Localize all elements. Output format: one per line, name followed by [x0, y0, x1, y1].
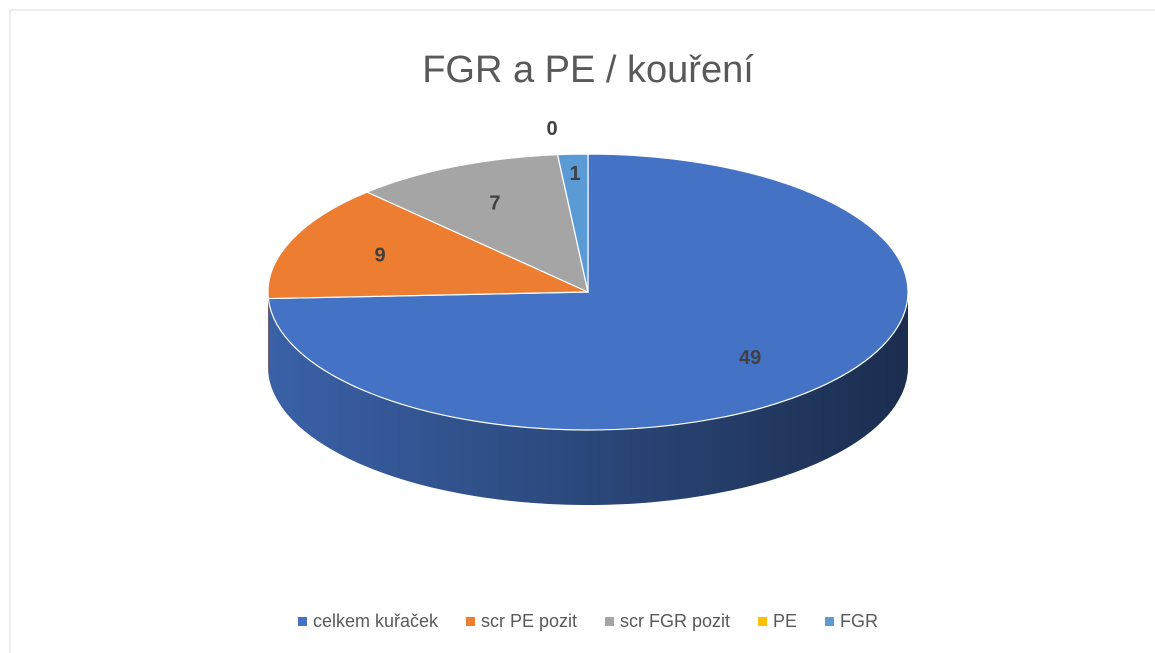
legend-label: PE — [773, 611, 797, 631]
pie-slice — [556, 153, 589, 293]
chart-title: FGR a PE / kouření — [422, 49, 754, 91]
legend-marker — [758, 617, 768, 626]
legend-label: FGR — [840, 611, 878, 631]
legend-marker — [605, 617, 615, 626]
data-label: 9 — [374, 244, 385, 266]
data-label: 49 — [739, 347, 761, 369]
pie-slice — [267, 191, 589, 300]
legend-label: scr PE pozit — [481, 611, 577, 631]
data-label: 1 — [569, 163, 580, 185]
pie-wall-shade — [268, 292, 909, 506]
legend-marker — [465, 617, 475, 626]
legend-label: scr FGR pozit — [620, 611, 730, 631]
legend-label: celkem kuřaček — [313, 611, 439, 631]
data-label: 0 — [547, 118, 558, 140]
legend-marker — [297, 617, 307, 626]
legend-marker — [825, 617, 835, 626]
pie-slice — [365, 154, 589, 294]
legend: celkem kuřaček scr PE pozit scr FGR pozit P… — [297, 611, 878, 631]
data-label: 7 — [489, 192, 500, 214]
